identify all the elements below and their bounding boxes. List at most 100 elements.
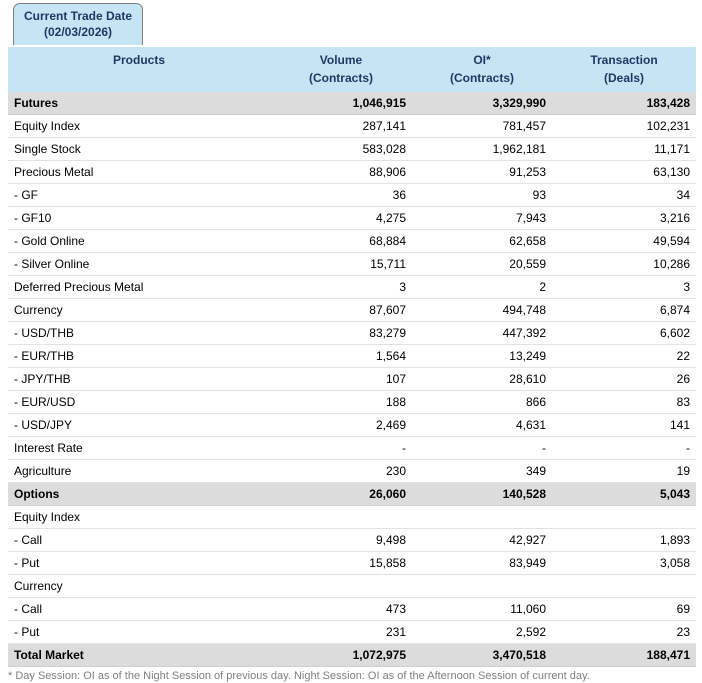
product-cell: - GF10 [8,206,270,230]
product-cell: - Call [8,597,270,621]
product-cell: - USD/THB [8,321,270,345]
volume-cell: 15,711 [270,252,412,276]
volume-cell: 9,498 [270,528,412,552]
table-row: - JPY/THB 107 28,610 26 [8,367,696,391]
column-header-oi-line2: (Contracts) [449,71,514,85]
oi-cell: 62,658 [412,229,552,253]
transaction-cell: 141 [552,413,696,437]
product-cell: Agriculture [8,459,270,483]
table-row: Precious Metal 88,906 91,253 63,130 [8,160,696,184]
volume-cell: 231 [270,620,412,644]
table-row: Single Stock 583,028 1,962,181 11,171 [8,137,696,161]
transaction-cell: 10,286 [552,252,696,276]
table-row: Currency 87,607 494,748 6,874 [8,298,696,322]
volume-cell: 473 [270,597,412,621]
volume-cell: 1,072,975 [270,643,412,667]
product-cell: Single Stock [8,137,270,161]
market-summary-table: Products Volume (Contracts) OI* (Contrac… [8,47,696,667]
column-header-volume-line2: (Contracts) [308,71,373,85]
table-row: - Put 15,858 83,949 3,058 [8,551,696,575]
oi-cell: 42,927 [412,528,552,552]
table-row: - Silver Online 15,711 20,559 10,286 [8,252,696,276]
table-row: Equity Index [8,505,696,529]
column-header-volume: Volume (Contracts) [270,47,412,92]
table-row: Futures 1,046,915 3,329,990 183,428 [8,92,696,115]
oi-cell: 447,392 [412,321,552,345]
volume-cell: 87,607 [270,298,412,322]
volume-cell: 230 [270,459,412,483]
table-row: - EUR/THB 1,564 13,249 22 [8,344,696,368]
volume-cell: 1,564 [270,344,412,368]
oi-cell [412,574,552,598]
product-cell: - Put [8,620,270,644]
transaction-cell: 69 [552,597,696,621]
transaction-cell: 183,428 [552,92,696,115]
product-cell: Options [8,482,270,506]
column-header-products-spacer [10,69,268,87]
table-row: Currency [8,574,696,598]
volume-cell: 68,884 [270,229,412,253]
transaction-cell: 19 [552,459,696,483]
oi-cell: 349 [412,459,552,483]
column-header-transaction-line2: (Deals) [603,71,644,85]
table-header: Products Volume (Contracts) OI* (Contrac… [8,47,696,92]
table-row: - USD/THB 83,279 447,392 6,602 [8,321,696,345]
column-header-transaction: Transaction (Deals) [552,47,696,92]
market-summary-table-wrap: Products Volume (Contracts) OI* (Contrac… [8,47,696,667]
table-row: - Put 231 2,592 23 [8,620,696,644]
column-header-volume-line1: Volume [319,53,363,67]
oi-cell: 11,060 [412,597,552,621]
volume-cell: 15,858 [270,551,412,575]
transaction-cell [552,574,696,598]
oi-cell: - [412,436,552,460]
volume-cell: 1,046,915 [270,92,412,115]
volume-cell [270,574,412,598]
table-row: - GF10 4,275 7,943 3,216 [8,206,696,230]
product-cell: Equity Index [8,114,270,138]
column-header-products-label: Products [112,53,165,67]
product-cell: Equity Index [8,505,270,529]
product-cell: Currency [8,574,270,598]
product-cell: Futures [8,92,270,115]
transaction-cell: 34 [552,183,696,207]
oi-cell: 3,470,518 [412,643,552,667]
oi-cell: 1,962,181 [412,137,552,161]
volume-cell: 88,906 [270,160,412,184]
transaction-cell: 49,594 [552,229,696,253]
oi-cell: 4,631 [412,413,552,437]
table-row: - Gold Online 68,884 62,658 49,594 [8,229,696,253]
transaction-cell: 6,874 [552,298,696,322]
column-header-oi-line1: OI* [473,53,491,67]
product-cell: Interest Rate [8,436,270,460]
oi-cell: 91,253 [412,160,552,184]
oi-cell: 781,457 [412,114,552,138]
column-header-products: Products [8,47,270,92]
transaction-cell: 23 [552,620,696,644]
table-row: - EUR/USD 188 866 83 [8,390,696,414]
footnote: * Day Session: OI as of the Night Sessio… [8,670,590,682]
volume-cell: 188 [270,390,412,414]
table-row: Agriculture 230 349 19 [8,459,696,483]
volume-cell [270,505,412,529]
volume-cell: 107 [270,367,412,391]
transaction-cell: 3,216 [552,206,696,230]
volume-cell: 36 [270,183,412,207]
column-header-oi: OI* (Contracts) [412,47,552,92]
volume-cell: 26,060 [270,482,412,506]
transaction-cell: 188,471 [552,643,696,667]
product-cell: Total Market [8,643,270,667]
transaction-cell: 26 [552,367,696,391]
oi-cell: 494,748 [412,298,552,322]
transaction-cell: 1,893 [552,528,696,552]
tab-current-trade-date[interactable]: Current Trade Date (02/03/2026) [13,3,144,45]
product-cell: - Call [8,528,270,552]
product-cell: - USD/JPY [8,413,270,437]
table-row: Options 26,060 140,528 5,043 [8,482,696,506]
oi-cell: 83,949 [412,551,552,575]
product-cell: - Put [8,551,270,575]
table-row: Total Market 1,072,975 3,470,518 188,471 [8,643,696,667]
oi-cell: 3,329,990 [412,92,552,115]
oi-cell [412,505,552,529]
product-cell: Precious Metal [8,160,270,184]
